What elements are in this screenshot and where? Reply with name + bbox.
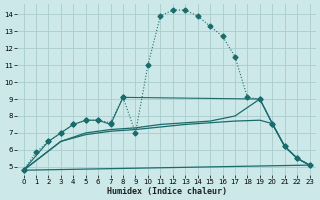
X-axis label: Humidex (Indice chaleur): Humidex (Indice chaleur) (107, 187, 227, 196)
